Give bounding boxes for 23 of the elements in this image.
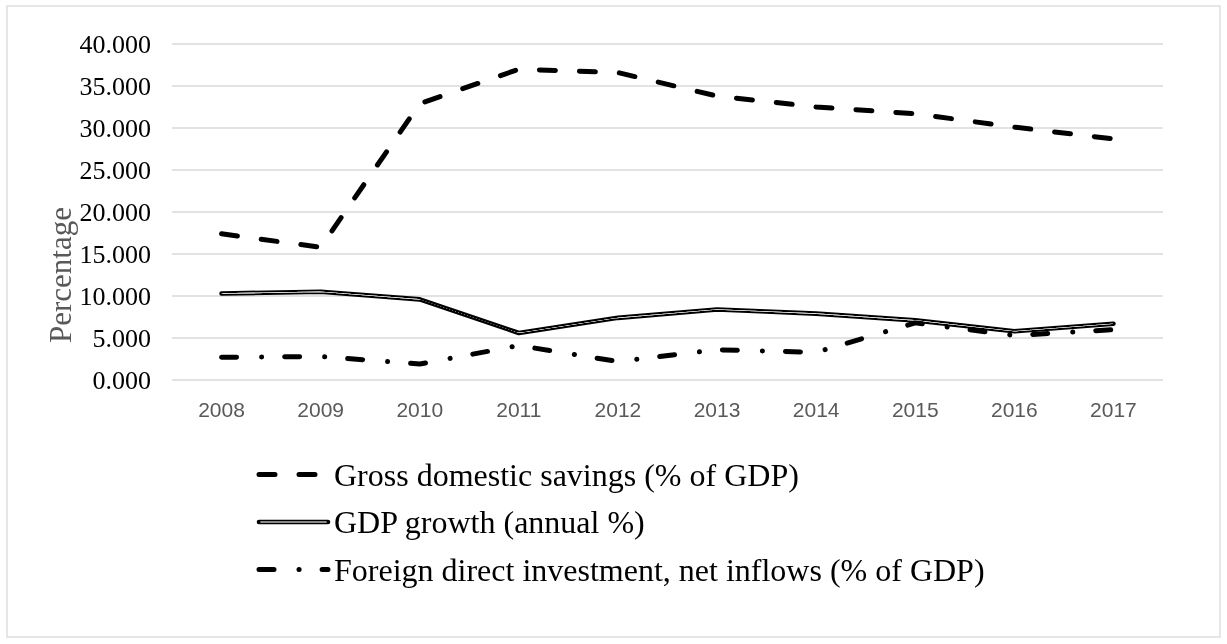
y-tick-label: 5.000 [92, 324, 151, 354]
y-axis-title: Percentage [42, 207, 78, 343]
y-tick-label: 20.000 [79, 198, 151, 228]
y-tick-label: 10.000 [79, 282, 151, 312]
legend-label: Foreign direct investment, net inflows (% of GDP) [334, 551, 985, 588]
x-tick-label: 2013 [693, 398, 741, 422]
x-tick-label: 2016 [990, 398, 1038, 422]
x-tick-label: 2017 [1090, 398, 1137, 422]
y-tick-label: 15.000 [79, 240, 151, 270]
y-tick-label: 25.000 [79, 156, 151, 186]
x-tick-label: 2008 [198, 398, 245, 422]
x-tick-label: 2009 [297, 398, 345, 422]
y-tick-label: 30.000 [79, 114, 151, 144]
x-tick-label: 2015 [891, 398, 939, 422]
y-tick-label: 35.000 [79, 72, 151, 102]
y-tick-label: 0.000 [92, 366, 151, 396]
y-tick-label: 40.000 [79, 30, 151, 60]
x-tick-label: 2011 [496, 398, 542, 422]
legend-label: Gross domestic savings (% of GDP) [334, 456, 799, 493]
x-tick-label: 2010 [396, 398, 444, 422]
legend-label: GDP growth (annual %) [334, 504, 645, 541]
x-tick-label: 2014 [792, 398, 840, 422]
x-tick-label: 2012 [594, 398, 642, 422]
